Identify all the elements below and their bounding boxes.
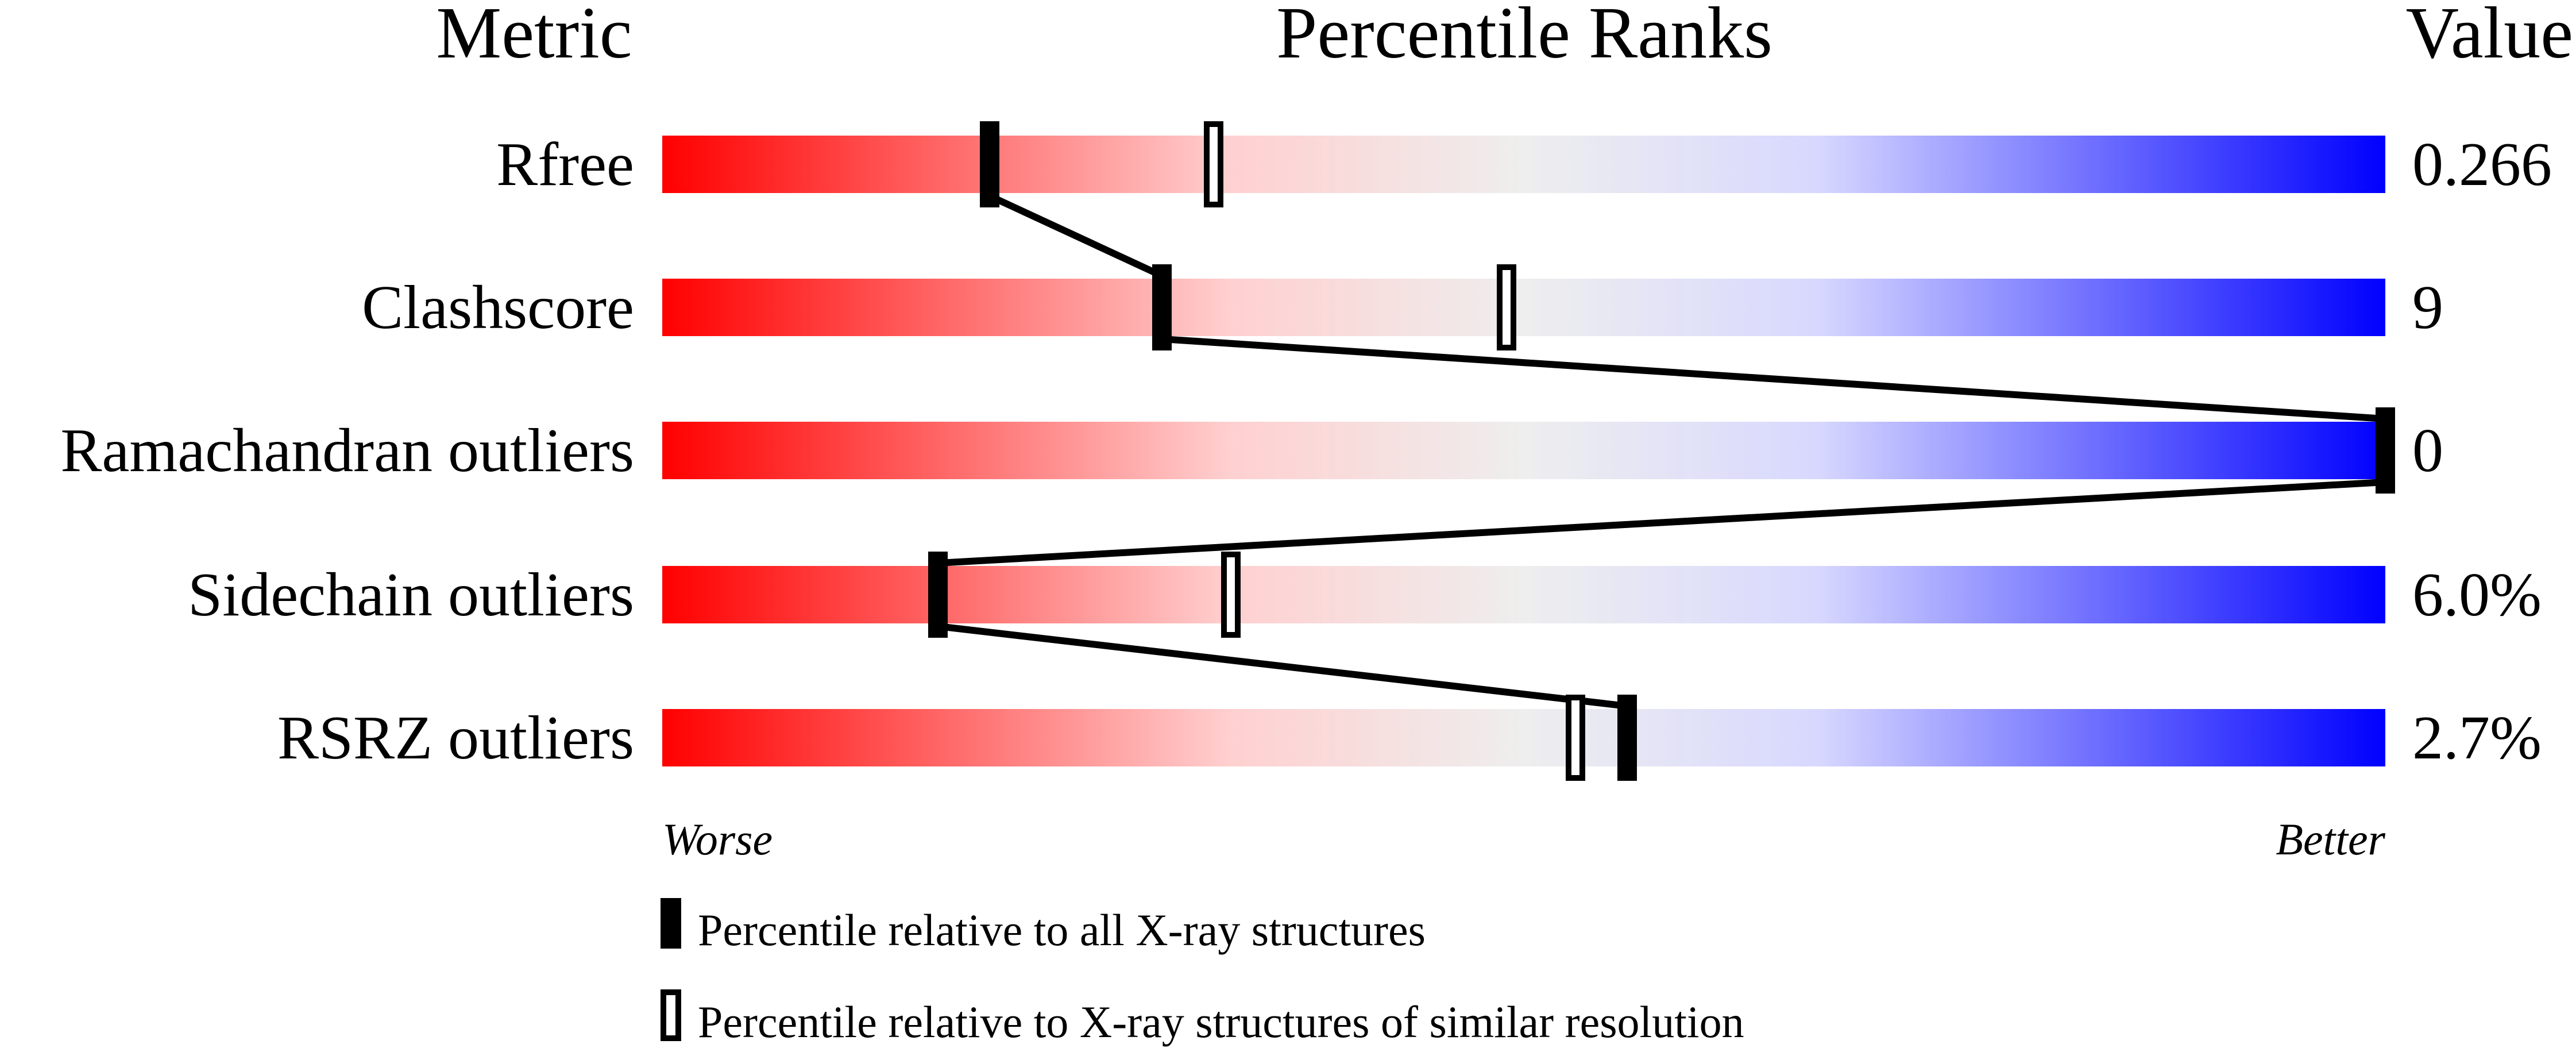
connector-lines bbox=[937, 192, 2386, 710]
markers bbox=[928, 121, 2395, 781]
marker-all-structures bbox=[928, 552, 948, 638]
percentile-bar bbox=[662, 136, 2385, 193]
marker-all-structures bbox=[980, 121, 999, 207]
marker-similar-resolution bbox=[1566, 695, 1585, 781]
connector-line bbox=[1161, 336, 2386, 422]
connector-line bbox=[937, 479, 2386, 567]
row-0: Rfree 0.266 bbox=[496, 130, 2552, 199]
metric-label: Rfree bbox=[496, 130, 634, 199]
rows: Rfree 0.266 Clashscore 9 Ramachandran outlie… bbox=[60, 130, 2552, 772]
metric-label: Ramachandran outliers bbox=[60, 417, 634, 485]
connector-line bbox=[937, 623, 1628, 710]
legend-label-similar: Percentile relative to X-ray structures … bbox=[698, 997, 1744, 1047]
connector-line bbox=[988, 192, 1164, 279]
marker-similar-resolution bbox=[1204, 121, 1223, 207]
axis-label-better: Better bbox=[2276, 814, 2385, 864]
header-metric: Metric bbox=[436, 0, 632, 74]
metric-label: Sidechain outliers bbox=[188, 561, 634, 629]
header-value: Value bbox=[2406, 0, 2573, 74]
metric-value: 9 bbox=[2412, 273, 2443, 342]
marker-similar-resolution bbox=[1221, 552, 1241, 638]
percentile-bar bbox=[662, 422, 2385, 479]
metric-value: 0 bbox=[2412, 417, 2443, 485]
legend-label-all: Percentile relative to all X-ray structu… bbox=[698, 905, 1426, 955]
metric-label: RSRZ outliers bbox=[277, 704, 634, 772]
metric-value: 2.7% bbox=[2412, 704, 2542, 772]
percentile-bar bbox=[662, 566, 2385, 623]
marker-all-structures bbox=[1152, 264, 1172, 350]
marker-all-structures bbox=[1617, 695, 1637, 781]
metric-value: 0.266 bbox=[2412, 130, 2552, 199]
marker-similar-resolution bbox=[1497, 264, 1516, 350]
row-4: RSRZ outliers 2.7% bbox=[277, 704, 2542, 772]
legend-filled-marker-icon bbox=[661, 898, 681, 949]
percentile-bar bbox=[662, 709, 2385, 766]
marker-all-structures bbox=[2376, 407, 2395, 494]
percentile-bar bbox=[662, 279, 2385, 336]
legend-open-marker-icon bbox=[661, 989, 681, 1041]
row-3: Sidechain outliers 6.0% bbox=[188, 561, 2542, 629]
row-2: Ramachandran outliers 0 bbox=[60, 417, 2443, 485]
row-1: Clashscore 9 bbox=[362, 273, 2443, 342]
metric-value: 6.0% bbox=[2412, 561, 2542, 629]
header-percentile-ranks: Percentile Ranks bbox=[1276, 0, 1772, 74]
axis-label-worse: Worse bbox=[662, 814, 773, 864]
metric-label: Clashscore bbox=[362, 273, 634, 342]
